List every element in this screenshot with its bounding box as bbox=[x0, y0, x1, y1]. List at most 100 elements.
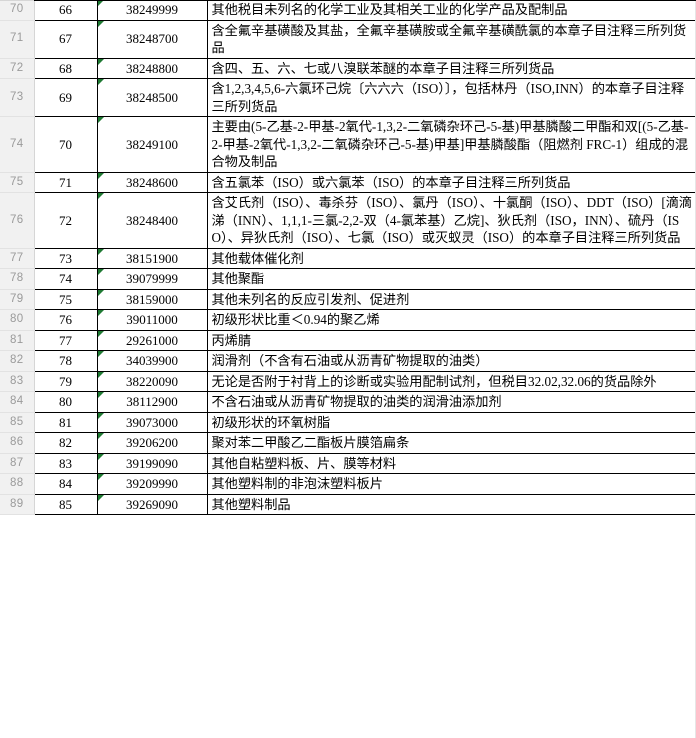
description-cell[interactable]: 润滑剂（不含有石油或从沥青矿物提取的油类） bbox=[207, 350, 696, 372]
hs-code-value: 38220090 bbox=[126, 373, 178, 389]
hs-code-cell[interactable]: 39209990 bbox=[97, 473, 208, 495]
description-cell[interactable]: 含1,2,3,4,5,6-六氯环己烷〔六六六（ISO）〕，包括林丹（ISO,IN… bbox=[207, 78, 696, 117]
sequence-cell[interactable]: 72 bbox=[33, 192, 98, 249]
row-header-79[interactable]: 79 bbox=[0, 289, 35, 310]
row-header-82[interactable]: 82 bbox=[0, 350, 35, 372]
table-row: 70 66 38249999 其他税目未列名的化学工业及其相关工业的化学产品及配制品 bbox=[0, 0, 696, 21]
row-header-81[interactable]: 81 bbox=[0, 330, 35, 351]
description-cell[interactable]: 其他载体催化剂 bbox=[207, 248, 696, 269]
row-header-72[interactable]: 72 bbox=[0, 58, 35, 79]
description-cell[interactable]: 其他税目未列名的化学工业及其相关工业的化学产品及配制品 bbox=[207, 0, 696, 21]
row-header-76[interactable]: 76 bbox=[0, 192, 35, 249]
row-header-77[interactable]: 77 bbox=[0, 248, 35, 269]
sequence-cell[interactable]: 66 bbox=[33, 0, 98, 21]
row-header-88[interactable]: 88 bbox=[0, 473, 35, 495]
sequence-cell[interactable]: 77 bbox=[33, 330, 98, 351]
row-header-74[interactable]: 74 bbox=[0, 116, 35, 173]
hs-code-cell[interactable]: 38220090 bbox=[97, 371, 208, 392]
sequence-cell[interactable]: 82 bbox=[33, 432, 98, 454]
number-stored-as-text-marker-icon bbox=[97, 412, 104, 419]
table-body: 70 66 38249999 其他税目未列名的化学工业及其相关工业的化学产品及配制品 7… bbox=[0, 0, 696, 515]
description-cell[interactable]: 其他自粘塑料板、片、膜等材料 bbox=[207, 453, 696, 474]
number-stored-as-text-marker-icon bbox=[97, 392, 104, 398]
hs-code-cell[interactable]: 38248400 bbox=[97, 192, 208, 249]
sequence-cell[interactable]: 68 bbox=[33, 58, 98, 79]
sequence-cell[interactable]: 76 bbox=[33, 309, 98, 331]
table-row: 78 74 39079999 其他聚酯 bbox=[0, 268, 696, 290]
row-header-85[interactable]: 85 bbox=[0, 412, 35, 433]
row-header-73[interactable]: 73 bbox=[0, 78, 35, 117]
number-stored-as-text-marker-icon bbox=[97, 58, 104, 65]
gutter-top-line bbox=[0, 0, 34, 1]
sequence-cell[interactable]: 80 bbox=[33, 391, 98, 413]
description-cell[interactable]: 其他塑料制品 bbox=[207, 494, 696, 515]
sequence-cell[interactable]: 74 bbox=[33, 268, 98, 290]
sequence-cell[interactable]: 70 bbox=[33, 116, 98, 173]
sequence-cell[interactable]: 83 bbox=[33, 453, 98, 474]
hs-code-cell[interactable]: 39206200 bbox=[97, 432, 208, 454]
sequence-cell[interactable]: 75 bbox=[33, 289, 98, 310]
hs-code-value: 39209990 bbox=[126, 476, 178, 491]
table-row: 89 85 39269090 其他塑料制品 bbox=[0, 494, 696, 515]
hs-code-value: 39199090 bbox=[126, 455, 178, 471]
description-cell[interactable]: 其他未列名的反应引发剂、促进剂 bbox=[207, 289, 696, 310]
description-cell[interactable]: 初级形状比重＜0.94的聚乙烯 bbox=[207, 309, 696, 331]
hs-code-cell[interactable]: 38248700 bbox=[97, 20, 208, 59]
hs-code-cell[interactable]: 29261000 bbox=[97, 330, 208, 351]
hs-code-cell[interactable]: 39079999 bbox=[97, 268, 208, 290]
hs-code-cell[interactable]: 38248600 bbox=[97, 172, 208, 193]
number-stored-as-text-marker-icon bbox=[97, 269, 104, 275]
sequence-cell[interactable]: 73 bbox=[33, 248, 98, 269]
description-cell[interactable]: 含全氟辛基磺酸及其盐，全氟辛基磺胺或全氟辛基磺酰氯的本章子目注释三所列货品 bbox=[207, 20, 696, 59]
row-header-71[interactable]: 71 bbox=[0, 20, 35, 59]
hs-code-table: 70 66 38249999 其他税目未列名的化学工业及其相关工业的化学产品及配制品 7… bbox=[0, 0, 696, 515]
description-cell[interactable]: 含艾氏剂（ISO）、毒杀芬（ISO）、氯丹（ISO）、十氯酮（ISO）、DDT（… bbox=[207, 192, 696, 249]
hs-code-cell[interactable]: 38249100 bbox=[97, 116, 208, 173]
sequence-cell[interactable]: 84 bbox=[33, 473, 98, 495]
row-header-80[interactable]: 80 bbox=[0, 309, 35, 331]
description-cell[interactable]: 不含石油或从沥青矿物提取的油类的润滑油添加剂 bbox=[207, 391, 696, 413]
description-cell[interactable]: 其他聚酯 bbox=[207, 268, 696, 290]
sequence-cell[interactable]: 71 bbox=[33, 172, 98, 193]
sequence-cell[interactable]: 79 bbox=[33, 371, 98, 392]
number-stored-as-text-marker-icon bbox=[97, 433, 104, 439]
description-cell[interactable]: 含五氯苯（ISO）或六氯苯（ISO）的本章子目注释三所列货品 bbox=[207, 172, 696, 193]
hs-code-cell[interactable]: 39073000 bbox=[97, 412, 208, 433]
sequence-cell[interactable]: 69 bbox=[33, 78, 98, 117]
hs-code-cell[interactable]: 38151900 bbox=[97, 248, 208, 269]
row-header-75[interactable]: 75 bbox=[0, 172, 35, 193]
hs-code-cell[interactable]: 38112900 bbox=[97, 391, 208, 413]
hs-code-cell[interactable]: 34039900 bbox=[97, 350, 208, 372]
hs-code-cell[interactable]: 38159000 bbox=[97, 289, 208, 310]
hs-code-cell[interactable]: 39011000 bbox=[97, 309, 208, 331]
sequence-cell[interactable]: 67 bbox=[33, 20, 98, 59]
hs-code-cell[interactable]: 38248800 bbox=[97, 58, 208, 79]
row-header-70[interactable]: 70 bbox=[0, 0, 35, 21]
hs-code-value: 38248400 bbox=[126, 212, 178, 228]
sequence-cell[interactable]: 85 bbox=[33, 494, 98, 515]
hs-code-value: 38159000 bbox=[126, 291, 178, 307]
description-cell[interactable]: 含四、五、六、七或八溴联苯醚的本章子目注释三所列货品 bbox=[207, 58, 696, 79]
row-header-87[interactable]: 87 bbox=[0, 453, 35, 474]
sequence-cell[interactable]: 78 bbox=[33, 350, 98, 372]
description-cell[interactable]: 聚对苯二甲酸乙二酯板片膜箔扁条 bbox=[207, 432, 696, 454]
hs-code-cell[interactable]: 39199090 bbox=[97, 453, 208, 474]
row-header-84[interactable]: 84 bbox=[0, 391, 35, 413]
hs-code-value: 38248700 bbox=[126, 31, 178, 47]
row-header-89[interactable]: 89 bbox=[0, 494, 35, 515]
number-stored-as-text-marker-icon bbox=[97, 248, 104, 255]
table-row: 72 68 38248800 含四、五、六、七或八溴联苯醚的本章子目注释三所列货品 bbox=[0, 58, 696, 79]
hs-code-cell[interactable]: 38249999 bbox=[97, 0, 208, 21]
description-cell[interactable]: 初级形状的环氧树脂 bbox=[207, 412, 696, 433]
description-cell[interactable]: 无论是否附于衬背上的诊断或实验用配制试剂，但税目32.02,32.06的货品除外 bbox=[207, 371, 696, 392]
hs-code-cell[interactable]: 38248500 bbox=[97, 78, 208, 117]
description-cell[interactable]: 其他塑料制的非泡沫塑料板片 bbox=[207, 473, 696, 495]
description-cell[interactable]: 丙烯腈 bbox=[207, 330, 696, 351]
row-header-86[interactable]: 86 bbox=[0, 432, 35, 454]
row-header-83[interactable]: 83 bbox=[0, 371, 35, 392]
description-cell[interactable]: 主要由(5-乙基-2-甲基-2氧代-1,3,2-二氧磷杂环己-5-基)甲基膦酸二… bbox=[207, 116, 696, 173]
row-header-78[interactable]: 78 bbox=[0, 268, 35, 290]
hs-code-cell[interactable]: 39269090 bbox=[97, 494, 208, 515]
sequence-cell[interactable]: 81 bbox=[33, 412, 98, 433]
